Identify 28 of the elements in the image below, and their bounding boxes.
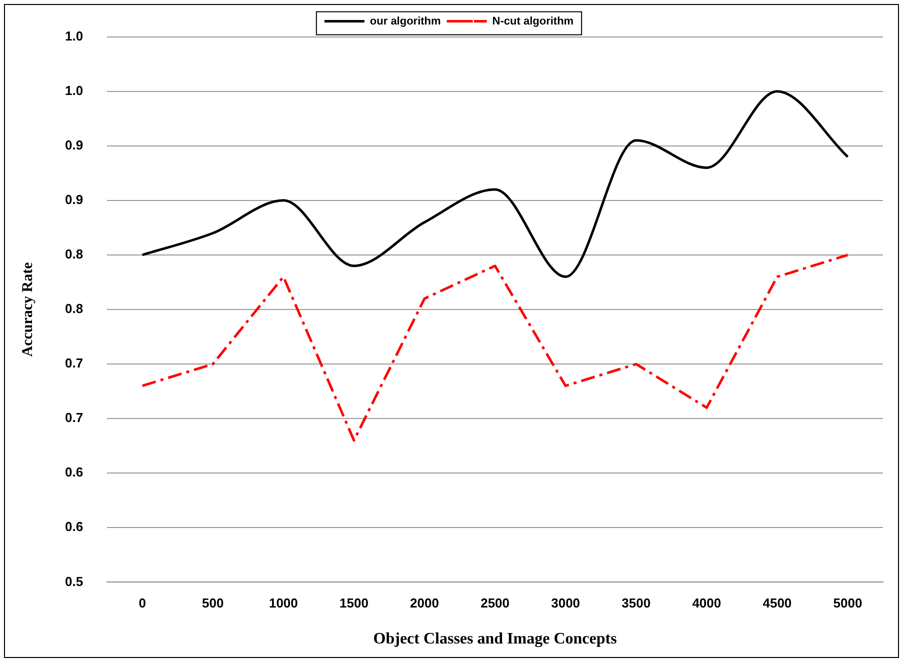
x-tick-label: 4000 — [692, 596, 722, 611]
line-series — [141, 90, 849, 278]
y-tick-label: 0.8 — [64, 301, 84, 316]
y-axis-title: Accuracy Rate — [20, 262, 36, 357]
y-tick-label: 0.5 — [64, 574, 84, 589]
y-tick-label: 0.9 — [64, 192, 84, 207]
x-tick-label: 5000 — [833, 596, 862, 611]
x-tick-label: 2000 — [410, 596, 439, 611]
x-tick-label: 1000 — [268, 596, 298, 611]
x-tick-label: 1500 — [339, 596, 368, 611]
y-tick-label: 0.9 — [64, 137, 84, 152]
y-tick-label: 1.0 — [64, 28, 84, 44]
y-tick-label: 0.7 — [64, 410, 84, 426]
y-tick-label: 0.6 — [64, 519, 84, 534]
y-tick-label: 0.7 — [64, 356, 84, 371]
x-tick-label: 0 — [138, 596, 146, 611]
legend-label: our algorithm — [370, 15, 442, 28]
x-axis-title: Object Classes and Image Concepts — [373, 630, 617, 648]
y-tick-label: 0.6 — [64, 464, 84, 480]
y-tick-label: 1.0 — [64, 82, 84, 98]
x-tick-label: 2500 — [480, 596, 510, 611]
x-tick-label: 3000 — [551, 596, 580, 611]
x-tick-label: 3500 — [622, 596, 651, 611]
legend-label: N-cut algorithm — [492, 15, 574, 28]
line-series — [141, 254, 849, 442]
y-tick-label: 0.8 — [64, 246, 84, 262]
x-tick-label: 4500 — [762, 596, 792, 611]
x-tick-label: 500 — [202, 596, 224, 611]
